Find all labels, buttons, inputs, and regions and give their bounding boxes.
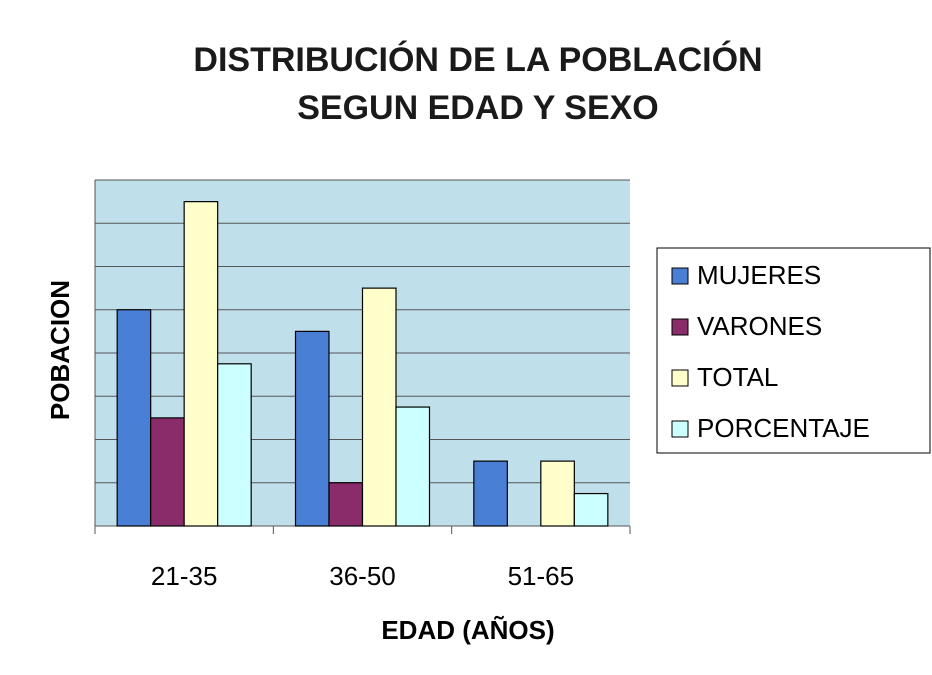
x-axis-title: EDAD (AÑOS) [381, 615, 554, 645]
bar [217, 363, 252, 527]
bar [328, 482, 364, 527]
legend-label: PORCENTAJE [697, 413, 870, 443]
bar [540, 460, 575, 527]
legend-swatch [671, 318, 689, 336]
legend-swatch [671, 420, 689, 438]
chart-title: SEGUN EDAD Y SEXO [297, 89, 659, 127]
legend-label: TOTAL [697, 362, 778, 392]
bar [395, 406, 431, 527]
bar [361, 287, 397, 527]
legend-label: VARONES [697, 311, 822, 341]
x-tick-label: 51-65 [508, 561, 575, 591]
chart-title: DISTRIBUCIÓN DE LA POBLACIÓN [193, 41, 762, 79]
legend-swatch [671, 369, 689, 387]
y-axis-title: POBACION [45, 280, 75, 420]
legend [656, 247, 931, 454]
x-tick-label: 36-50 [329, 561, 396, 591]
bar [116, 309, 152, 527]
bar [150, 417, 185, 527]
bar [294, 330, 330, 527]
legend-label: MUJERES [697, 260, 821, 290]
x-tick-label: 21-35 [151, 561, 218, 591]
legend-swatch [671, 267, 689, 285]
bar [473, 460, 508, 527]
bar [573, 492, 609, 527]
bar [183, 201, 219, 527]
